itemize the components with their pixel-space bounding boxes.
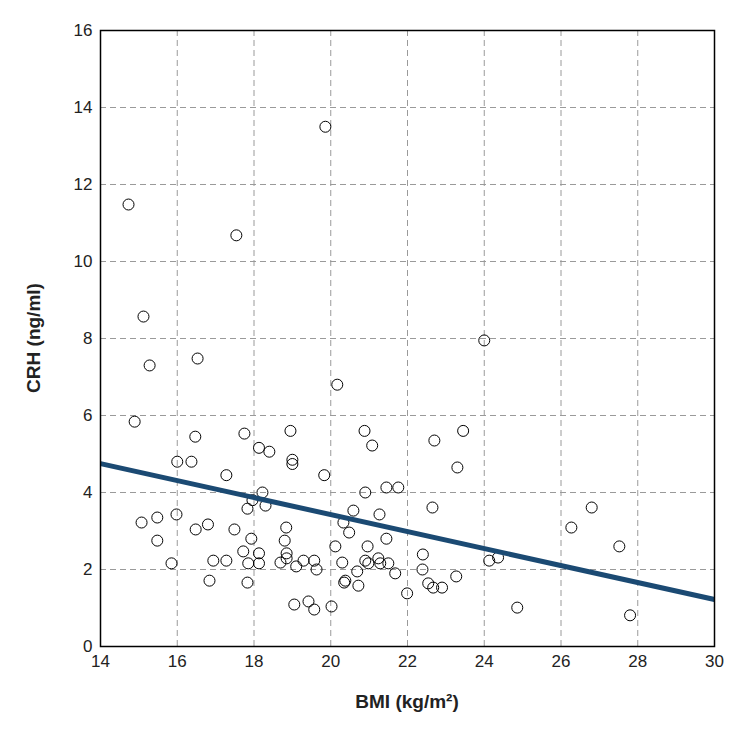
svg-text:24: 24 xyxy=(475,652,494,671)
svg-text:BMI (kg/m²): BMI (kg/m²) xyxy=(355,691,458,712)
svg-text:30: 30 xyxy=(705,652,724,671)
svg-text:22: 22 xyxy=(398,652,417,671)
svg-text:20: 20 xyxy=(321,652,340,671)
svg-text:14: 14 xyxy=(91,652,110,671)
svg-text:28: 28 xyxy=(628,652,647,671)
svg-text:18: 18 xyxy=(245,652,264,671)
svg-text:4: 4 xyxy=(83,483,92,502)
svg-text:2: 2 xyxy=(83,560,92,579)
svg-text:14: 14 xyxy=(74,98,93,117)
svg-text:10: 10 xyxy=(74,252,93,271)
svg-text:12: 12 xyxy=(74,175,93,194)
svg-text:26: 26 xyxy=(552,652,571,671)
svg-text:CRH (ng/ml): CRH (ng/ml) xyxy=(23,283,44,393)
svg-text:6: 6 xyxy=(83,406,92,425)
svg-text:8: 8 xyxy=(83,329,92,348)
svg-text:0: 0 xyxy=(83,637,92,656)
svg-text:16: 16 xyxy=(74,21,93,40)
svg-text:16: 16 xyxy=(168,652,187,671)
